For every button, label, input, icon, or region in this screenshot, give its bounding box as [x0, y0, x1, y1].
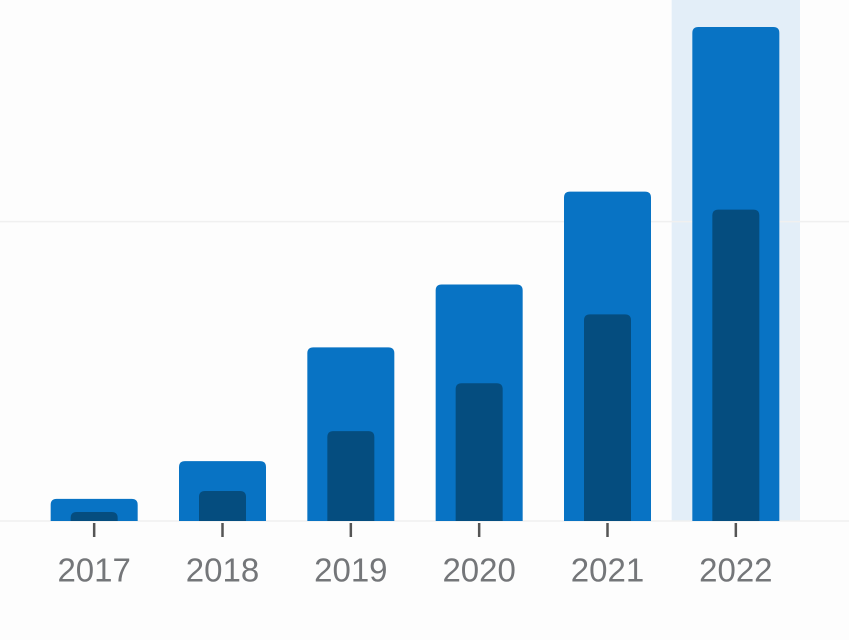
bar: [712, 209, 760, 521]
x-tick-label: 2019: [314, 552, 387, 589]
bar: [455, 383, 503, 521]
x-tick-label: 2018: [186, 552, 259, 589]
bar: [199, 491, 246, 521]
x-tick-label: 2022: [699, 552, 772, 589]
x-tick-label: 2021: [571, 552, 644, 589]
bar: [584, 314, 631, 521]
bar: [70, 512, 118, 521]
bar: [327, 431, 375, 521]
x-tick-label: 2017: [57, 552, 130, 589]
x-tick-label: 2020: [442, 552, 515, 589]
